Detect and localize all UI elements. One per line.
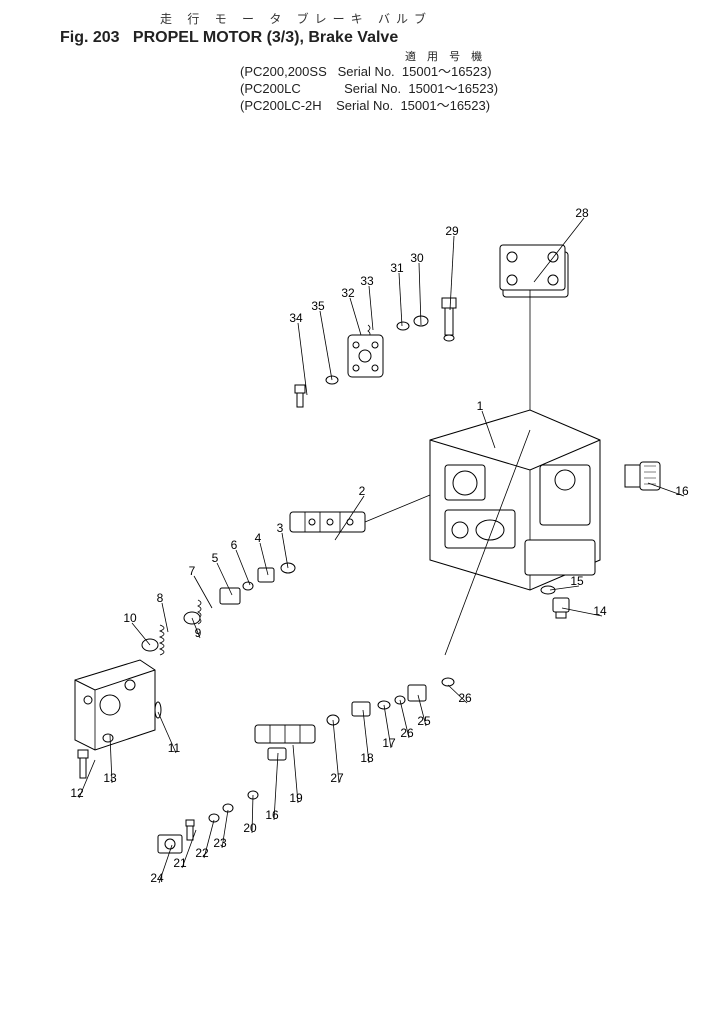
callout-25: 25: [416, 714, 432, 728]
callout-31: 31: [389, 261, 405, 275]
callout-17: 17: [381, 736, 397, 750]
part-14-plug: [553, 598, 569, 618]
part-19-spool: [255, 725, 315, 743]
callout-27: 27: [329, 771, 345, 785]
callout-21: 21: [172, 856, 188, 870]
callout-4: 4: [250, 531, 266, 545]
callout-18: 18: [359, 751, 375, 765]
callout-16: 16: [674, 484, 690, 498]
callout-29: 29: [444, 224, 460, 238]
callout-13: 13: [102, 771, 118, 785]
part-32-plate: [348, 335, 383, 377]
callout-26: 26: [399, 726, 415, 740]
callout-26: 26: [457, 691, 473, 705]
callout-9: 9: [190, 626, 206, 640]
callout-20: 20: [242, 821, 258, 835]
part-4-sleeve: [258, 568, 274, 582]
callout-2: 2: [354, 484, 370, 498]
part-16b-piece: [268, 748, 286, 760]
part-11-oring: [155, 702, 161, 718]
part-left-block: [75, 660, 161, 750]
callout-1: 1: [472, 399, 488, 413]
callout-28: 28: [574, 206, 590, 220]
callout-5: 5: [207, 551, 223, 565]
callout-6: 6: [226, 538, 242, 552]
callout-16: 16: [264, 808, 280, 822]
part-21-screw: [186, 820, 194, 840]
callout-7: 7: [184, 564, 200, 578]
callout-23: 23: [212, 836, 228, 850]
part-28-block: [500, 245, 568, 430]
callout-32: 32: [340, 286, 356, 300]
part-8-spring: [160, 625, 164, 655]
part-26a-ring: [442, 678, 454, 686]
part-6-ring: [243, 582, 253, 590]
callout-22: 22: [194, 846, 210, 860]
callout-12: 12: [69, 786, 85, 800]
callout-35: 35: [310, 299, 326, 313]
callout-8: 8: [152, 591, 168, 605]
callout-11: 11: [166, 741, 182, 755]
part-31-ring: [397, 322, 409, 330]
callout-33: 33: [359, 274, 375, 288]
callout-34: 34: [288, 311, 304, 325]
part-34-bolt: [295, 385, 305, 407]
callout-3: 3: [272, 521, 288, 535]
callout-10: 10: [122, 611, 138, 625]
part-13-washer: [103, 734, 113, 742]
part-18-piece: [352, 702, 370, 716]
callout-14: 14: [592, 604, 608, 618]
part-2-spool: [290, 495, 430, 532]
callout-24: 24: [149, 871, 165, 885]
callout-19: 19: [288, 791, 304, 805]
part-25-piece: [408, 685, 426, 701]
part-29-screw: [442, 298, 456, 341]
callout-15: 15: [569, 574, 585, 588]
exploded-diagram: [0, 0, 717, 1017]
callout-30: 30: [409, 251, 425, 265]
part-1-valve-body: [430, 410, 600, 655]
